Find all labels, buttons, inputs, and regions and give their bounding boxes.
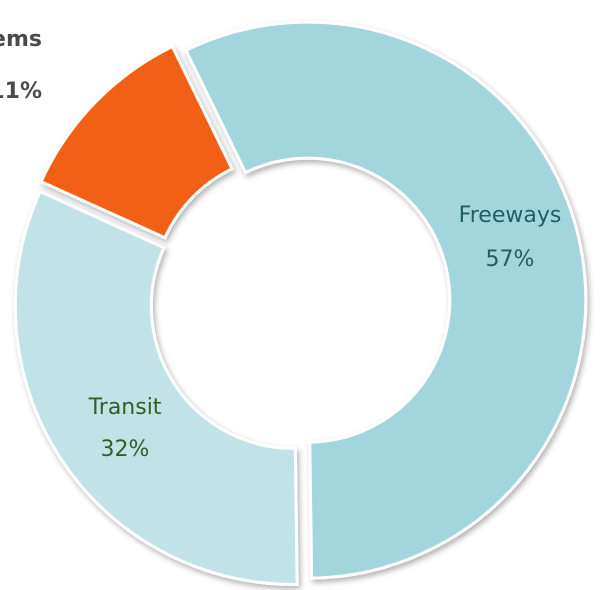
segment-label: Arterial Systems [0, 27, 42, 52]
donut-segment [13, 189, 299, 586]
segment-label: Freeways [459, 203, 562, 228]
segment-value: 32% [101, 437, 150, 462]
segment-value: 57% [486, 247, 535, 272]
segment-label: Transit [88, 395, 162, 420]
donut-segment [39, 44, 235, 240]
donut-segment [183, 20, 588, 580]
segment-value: 11% [0, 79, 42, 104]
